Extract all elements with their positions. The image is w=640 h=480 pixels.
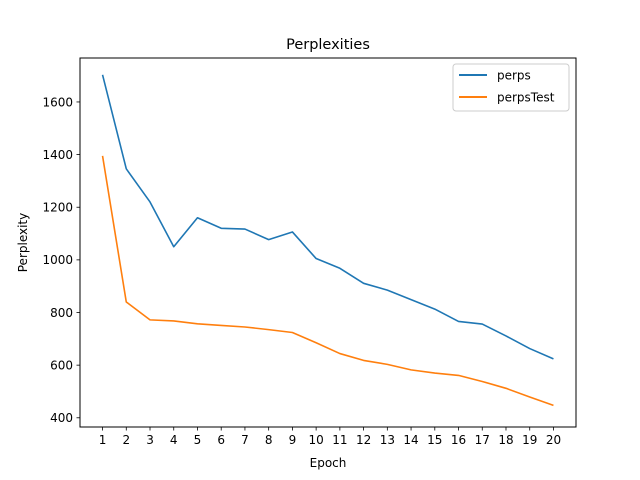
x-tick-label: 8 [265, 433, 273, 447]
x-tick-label: 18 [498, 433, 513, 447]
x-tick-label: 4 [170, 433, 178, 447]
y-tick-label: 1200 [42, 201, 73, 215]
y-axis-label: Perplexity [16, 213, 30, 273]
series-line-perps [101, 74, 554, 360]
series-line-perpsTest [101, 155, 554, 407]
x-tick-label: 6 [217, 433, 225, 447]
y-tick-label: 1600 [42, 95, 73, 109]
x-tick-label: 10 [308, 433, 323, 447]
y-tick-label: 1400 [42, 148, 73, 162]
y-tick-label: 400 [50, 411, 73, 425]
x-tick-label: 12 [356, 433, 371, 447]
x-tick-label: 15 [427, 433, 442, 447]
x-tick-label: 2 [122, 433, 130, 447]
series-layer [101, 74, 554, 407]
x-tick-label: 3 [146, 433, 154, 447]
x-tick-label: 17 [475, 433, 490, 447]
y-axis-ticks: 400 600 800 1000 1200 1400 1600 [42, 95, 80, 425]
legend-label-perps: perps [497, 69, 531, 83]
x-tick-label: 5 [194, 433, 202, 447]
legend: perps perpsTest [452, 63, 570, 112]
y-tick-label: 1000 [42, 253, 73, 267]
x-tick-label: 7 [241, 433, 249, 447]
plot-frame [79, 57, 577, 428]
x-tick-label: 1 [99, 433, 107, 447]
x-axis-ticks: 1 2 3 4 5 6 7 8 9 10 11 12 13 14 15 16 17 18 19 20 [99, 427, 561, 447]
legend-label-perpsTest: perpsTest [497, 91, 555, 105]
x-tick-label: 13 [380, 433, 395, 447]
x-tick-label: 14 [403, 433, 418, 447]
y-tick-label: 600 [50, 358, 73, 372]
x-tick-label: 19 [522, 433, 537, 447]
x-tick-label: 16 [451, 433, 466, 447]
x-tick-label: 11 [332, 433, 347, 447]
x-tick-label: 20 [546, 433, 561, 447]
x-axis-label: Epoch [310, 456, 347, 470]
chart-title: Perplexities [286, 37, 370, 53]
y-tick-label: 800 [50, 306, 73, 320]
x-tick-label: 9 [289, 433, 297, 447]
